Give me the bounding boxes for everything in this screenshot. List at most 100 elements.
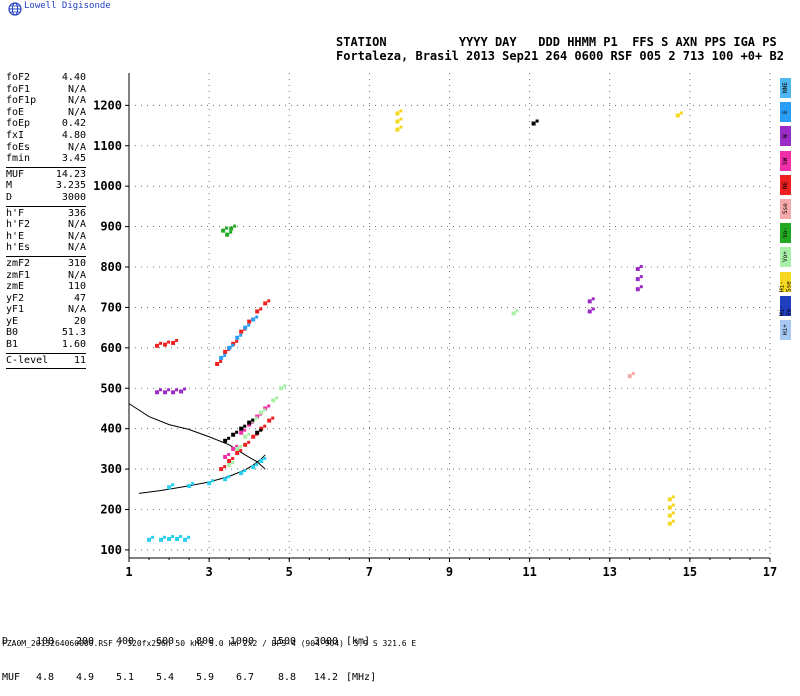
echo-mark: [223, 353, 227, 357]
echo-mark: [167, 340, 171, 344]
echo-mark: [215, 362, 220, 366]
distance-cell: 1500: [271, 636, 296, 647]
echo-mark: [679, 111, 683, 115]
param-value: 47: [73, 292, 86, 304]
echo-mark: [635, 277, 640, 282]
param-value: 3.45: [61, 153, 86, 165]
echo-mark: [163, 390, 168, 395]
echo-mark: [231, 457, 235, 460]
echo-mark: [395, 127, 400, 132]
echo-mark: [239, 426, 244, 431]
param-value: N/A: [67, 304, 86, 316]
echo-mark: [159, 537, 164, 542]
echo-mark: [263, 406, 268, 411]
echo-mark: [247, 440, 251, 444]
echo-mark: [231, 343, 235, 347]
echo-mark: [263, 408, 267, 412]
param-divider: [6, 352, 86, 354]
echo-mark: [175, 388, 179, 392]
trace-line: [128, 403, 266, 470]
echo-mark: [159, 341, 163, 345]
echo-mark: [243, 442, 248, 447]
param-key: h'E: [6, 230, 25, 242]
param-divider: [6, 255, 86, 257]
echo-mark: [231, 446, 236, 451]
muf-cell: 8.8: [277, 672, 296, 683]
distance-cell: 3000: [313, 636, 338, 647]
echo-mark: [395, 111, 400, 116]
param-key: foF2: [6, 72, 31, 83]
distance-cell: 200: [75, 636, 94, 647]
echo-mark: [251, 317, 256, 322]
echo-mark: [155, 343, 160, 348]
param-divider: [6, 166, 86, 168]
scaled-parameters-panel: foF2 4.40 foF1 N/A foF1p N/A foE N/A foEp 0.42 fxI…: [6, 72, 86, 370]
legend-swatch: W: [780, 126, 791, 147]
echo-mark: [531, 121, 536, 126]
brand-name: Lowell Digisonde: [24, 1, 111, 11]
echo-mark: [239, 430, 244, 435]
y-tick-label: 1200: [93, 98, 122, 112]
echo-mark: [231, 341, 236, 346]
echo-mark: [243, 428, 247, 432]
param-key: M: [6, 180, 13, 192]
param-row: zmF2 310: [6, 258, 86, 270]
param-key: h'F2: [6, 219, 31, 231]
param-value: N/A: [67, 141, 86, 153]
echo-mark: [171, 535, 175, 539]
echo-mark: [227, 452, 231, 456]
echo-mark: [227, 475, 231, 479]
param-key: C-level: [6, 354, 49, 366]
x-tick-label: 13: [603, 565, 617, 579]
echo-mark: [223, 438, 228, 443]
echo-mark: [247, 323, 251, 327]
muf-cell: 5.9: [195, 672, 214, 683]
x-tick-label: 1: [125, 565, 132, 579]
echo-mark: [591, 307, 595, 311]
param-value: 14.23: [55, 168, 86, 180]
muf-distance-table: D 100 200 400 600 800 1000 1500 3000 [km…: [2, 612, 376, 696]
param-row: foF2 4.40: [6, 72, 86, 84]
muf-row-label: MUF: [2, 672, 21, 683]
param-row: B1 1.60: [6, 339, 86, 351]
x-tick-label: 17: [763, 565, 777, 579]
muf-cell: 5.1: [115, 672, 134, 683]
muf-unit: [MHz]: [346, 672, 377, 683]
y-tick-label: 900: [100, 220, 122, 234]
param-value: 51.3: [61, 327, 86, 339]
echo-mark: [167, 388, 171, 392]
echo-mark: [163, 535, 167, 539]
echo-mark: [225, 232, 230, 237]
param-row: fxI 4.80: [6, 130, 86, 142]
echo-mark: [259, 410, 264, 415]
echo-mark: [243, 325, 248, 330]
y-tick-label: 1100: [93, 139, 122, 153]
station-header-values: Fortaleza, Brasil 2013 Sep21 264 0600 RS…: [336, 49, 784, 63]
param-value: 3000: [61, 191, 86, 203]
param-key: yF1: [6, 304, 25, 316]
echo-mark: [229, 230, 233, 234]
param-value: 11: [73, 354, 86, 366]
file-info-footer: FZA0M_2013264060000.RSF / 320fx256h 50 k…: [2, 639, 417, 648]
echo-mark: [155, 390, 160, 395]
param-key: zmF1: [6, 269, 31, 281]
echo-mark: [671, 503, 675, 507]
param-key: foEs: [6, 141, 31, 153]
echo-mark: [667, 513, 672, 518]
legend-swatch: E: [780, 102, 791, 123]
y-tick-label: 700: [100, 300, 122, 314]
param-row: zmF1 N/A: [6, 270, 86, 282]
param-value: N/A: [67, 230, 86, 242]
param-divider: [6, 205, 86, 207]
echo-mark: [151, 535, 155, 539]
echo-mark: [243, 424, 247, 428]
legend-swatch: Hi- Vo: [779, 295, 793, 316]
echo-mark: [639, 265, 643, 269]
echo-mark: [235, 335, 240, 340]
legend-swatch: Vo+: [780, 247, 791, 268]
distance-cell: 400: [115, 636, 134, 647]
echo-mark: [635, 267, 640, 272]
echo-mark: [671, 511, 675, 515]
echo-mark: [239, 448, 243, 452]
param-value: N/A: [67, 106, 86, 118]
